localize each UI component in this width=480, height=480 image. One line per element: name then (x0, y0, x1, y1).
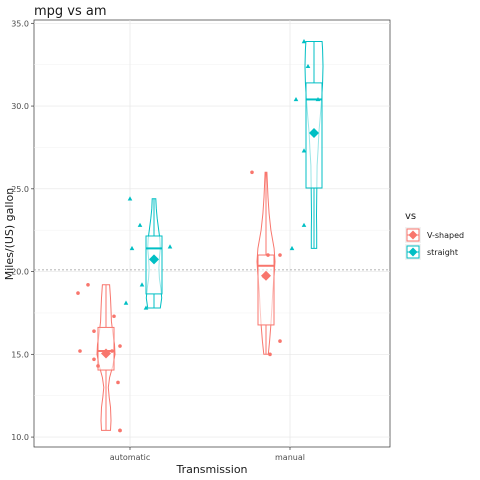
data-point (78, 349, 82, 353)
legend-key: straight (405, 244, 458, 260)
y-tick-label: 35.0 (11, 19, 29, 28)
data-point (250, 170, 254, 175)
data-point (301, 148, 307, 153)
violin-shape (96, 284, 116, 431)
y-tick-label: 30.0 (11, 102, 29, 111)
legend-key-diamond (408, 230, 418, 240)
data-point (137, 222, 143, 227)
y-tick-label: 10.0 (11, 433, 29, 442)
x-axis-title: Transmission (175, 463, 247, 476)
x-tick-label: manual (275, 453, 305, 462)
data-point (305, 63, 311, 69)
legend: vs V-shaped straight (405, 211, 464, 260)
mean-marker (309, 128, 319, 139)
y-tick-label: 20.0 (11, 268, 29, 277)
mean-marker (101, 348, 111, 359)
data-point (118, 344, 122, 348)
data-point (96, 364, 100, 368)
plot-marks (76, 39, 324, 433)
data-point (266, 253, 270, 257)
y-tick-label: 15.0 (11, 350, 29, 359)
data-point (301, 39, 307, 44)
legend-key-diamond (408, 247, 418, 257)
x-tick-label: automatic (110, 453, 150, 462)
data-point (289, 245, 295, 251)
y-axis-title: Miles/(US) gallon (3, 188, 16, 280)
data-point (293, 96, 299, 102)
plot-panel (33, 19, 391, 448)
data-point (268, 352, 272, 357)
data-point (143, 305, 149, 310)
data-point (278, 253, 282, 257)
data-point (112, 314, 116, 319)
mean-marker (149, 254, 159, 265)
data-point (129, 245, 135, 251)
data-point (116, 380, 120, 385)
data-point (110, 349, 114, 353)
grid (34, 20, 390, 447)
data-point (92, 329, 96, 333)
data-point (92, 357, 96, 362)
y-tick-label: 25.0 (11, 185, 29, 194)
data-point (86, 283, 90, 287)
data-point (278, 339, 282, 343)
data-point (301, 222, 307, 227)
legend-key: V-shaped (405, 227, 464, 243)
data-point (127, 196, 133, 201)
y-axis: 10.0 15.0 20.0 25.0 30.0 35.0 (11, 19, 34, 442)
data-point (118, 428, 122, 433)
data-point (76, 291, 80, 295)
data-point (123, 300, 129, 305)
legend-title: vs (405, 211, 416, 222)
box (257, 254, 275, 326)
legend-label: V-shaped (427, 231, 464, 240)
chart-title: mpg vs am (34, 4, 107, 19)
x-axis: automatic manual (110, 447, 305, 462)
legend-label: straight (427, 248, 458, 257)
mean-marker (261, 270, 271, 281)
box (145, 235, 163, 295)
data-point (139, 282, 145, 287)
data-point (315, 96, 321, 102)
data-point (167, 244, 173, 249)
